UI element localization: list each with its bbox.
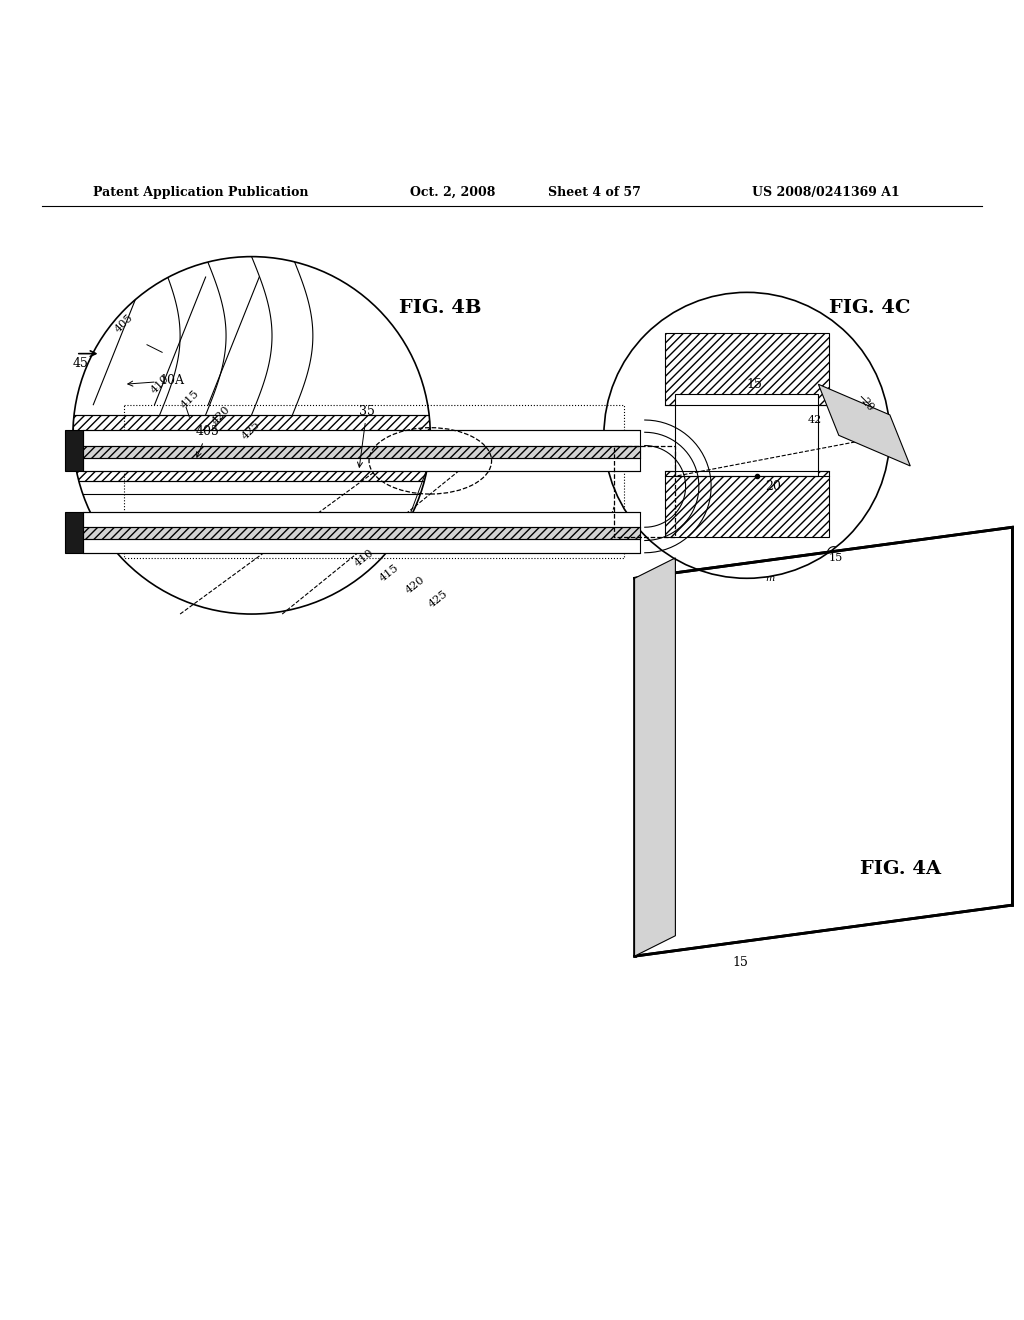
Text: Oct. 2, 2008: Oct. 2, 2008 [410, 186, 496, 199]
Text: US 2008/0241369 A1: US 2008/0241369 A1 [752, 186, 900, 199]
Text: 45: 45 [73, 358, 89, 371]
Text: 420: 420 [210, 404, 232, 426]
Text: FIG. 4C: FIG. 4C [828, 298, 910, 317]
Text: 415: 415 [179, 388, 202, 411]
Bar [73, 414, 430, 482]
Text: Sheet 4 of 57: Sheet 4 of 57 [548, 186, 641, 199]
Polygon shape [818, 384, 910, 466]
Bar [83, 446, 640, 458]
Text: 10A: 10A [128, 375, 184, 387]
Bar [676, 395, 818, 477]
Text: 35: 35 [357, 405, 375, 467]
Bar [83, 527, 640, 540]
Bar [666, 333, 828, 405]
Text: FIG. 4A: FIG. 4A [859, 861, 941, 878]
Text: Patent Application Publication: Patent Application Publication [93, 186, 309, 199]
Text: 405: 405 [196, 425, 219, 457]
Text: 42: 42 [808, 414, 822, 425]
Polygon shape [83, 512, 640, 553]
Text: 405: 405 [113, 312, 135, 334]
Text: 425: 425 [427, 589, 450, 610]
Text: FIG. 4B: FIG. 4B [399, 298, 481, 317]
Bar [65, 512, 83, 553]
Text: 425: 425 [241, 420, 263, 441]
Text: 410: 410 [148, 374, 171, 396]
Text: 410: 410 [352, 548, 376, 569]
Text: 15: 15 [746, 378, 763, 391]
Text: 15: 15 [733, 956, 749, 969]
Text: m: m [765, 574, 774, 583]
Polygon shape [83, 430, 640, 471]
Polygon shape [635, 527, 1013, 956]
Bar [65, 430, 83, 471]
Bar [666, 471, 828, 537]
Text: 20: 20 [765, 480, 781, 492]
Text: 20: 20 [859, 396, 877, 413]
Polygon shape [635, 558, 676, 956]
Text: 15: 15 [828, 553, 843, 562]
Text: 420: 420 [403, 576, 426, 595]
Text: 415: 415 [378, 562, 401, 583]
